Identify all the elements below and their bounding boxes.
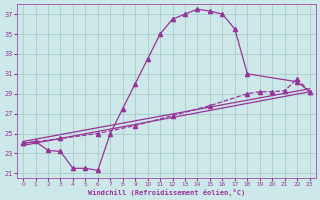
X-axis label: Windchill (Refroidissement éolien,°C): Windchill (Refroidissement éolien,°C) [88,189,245,196]
